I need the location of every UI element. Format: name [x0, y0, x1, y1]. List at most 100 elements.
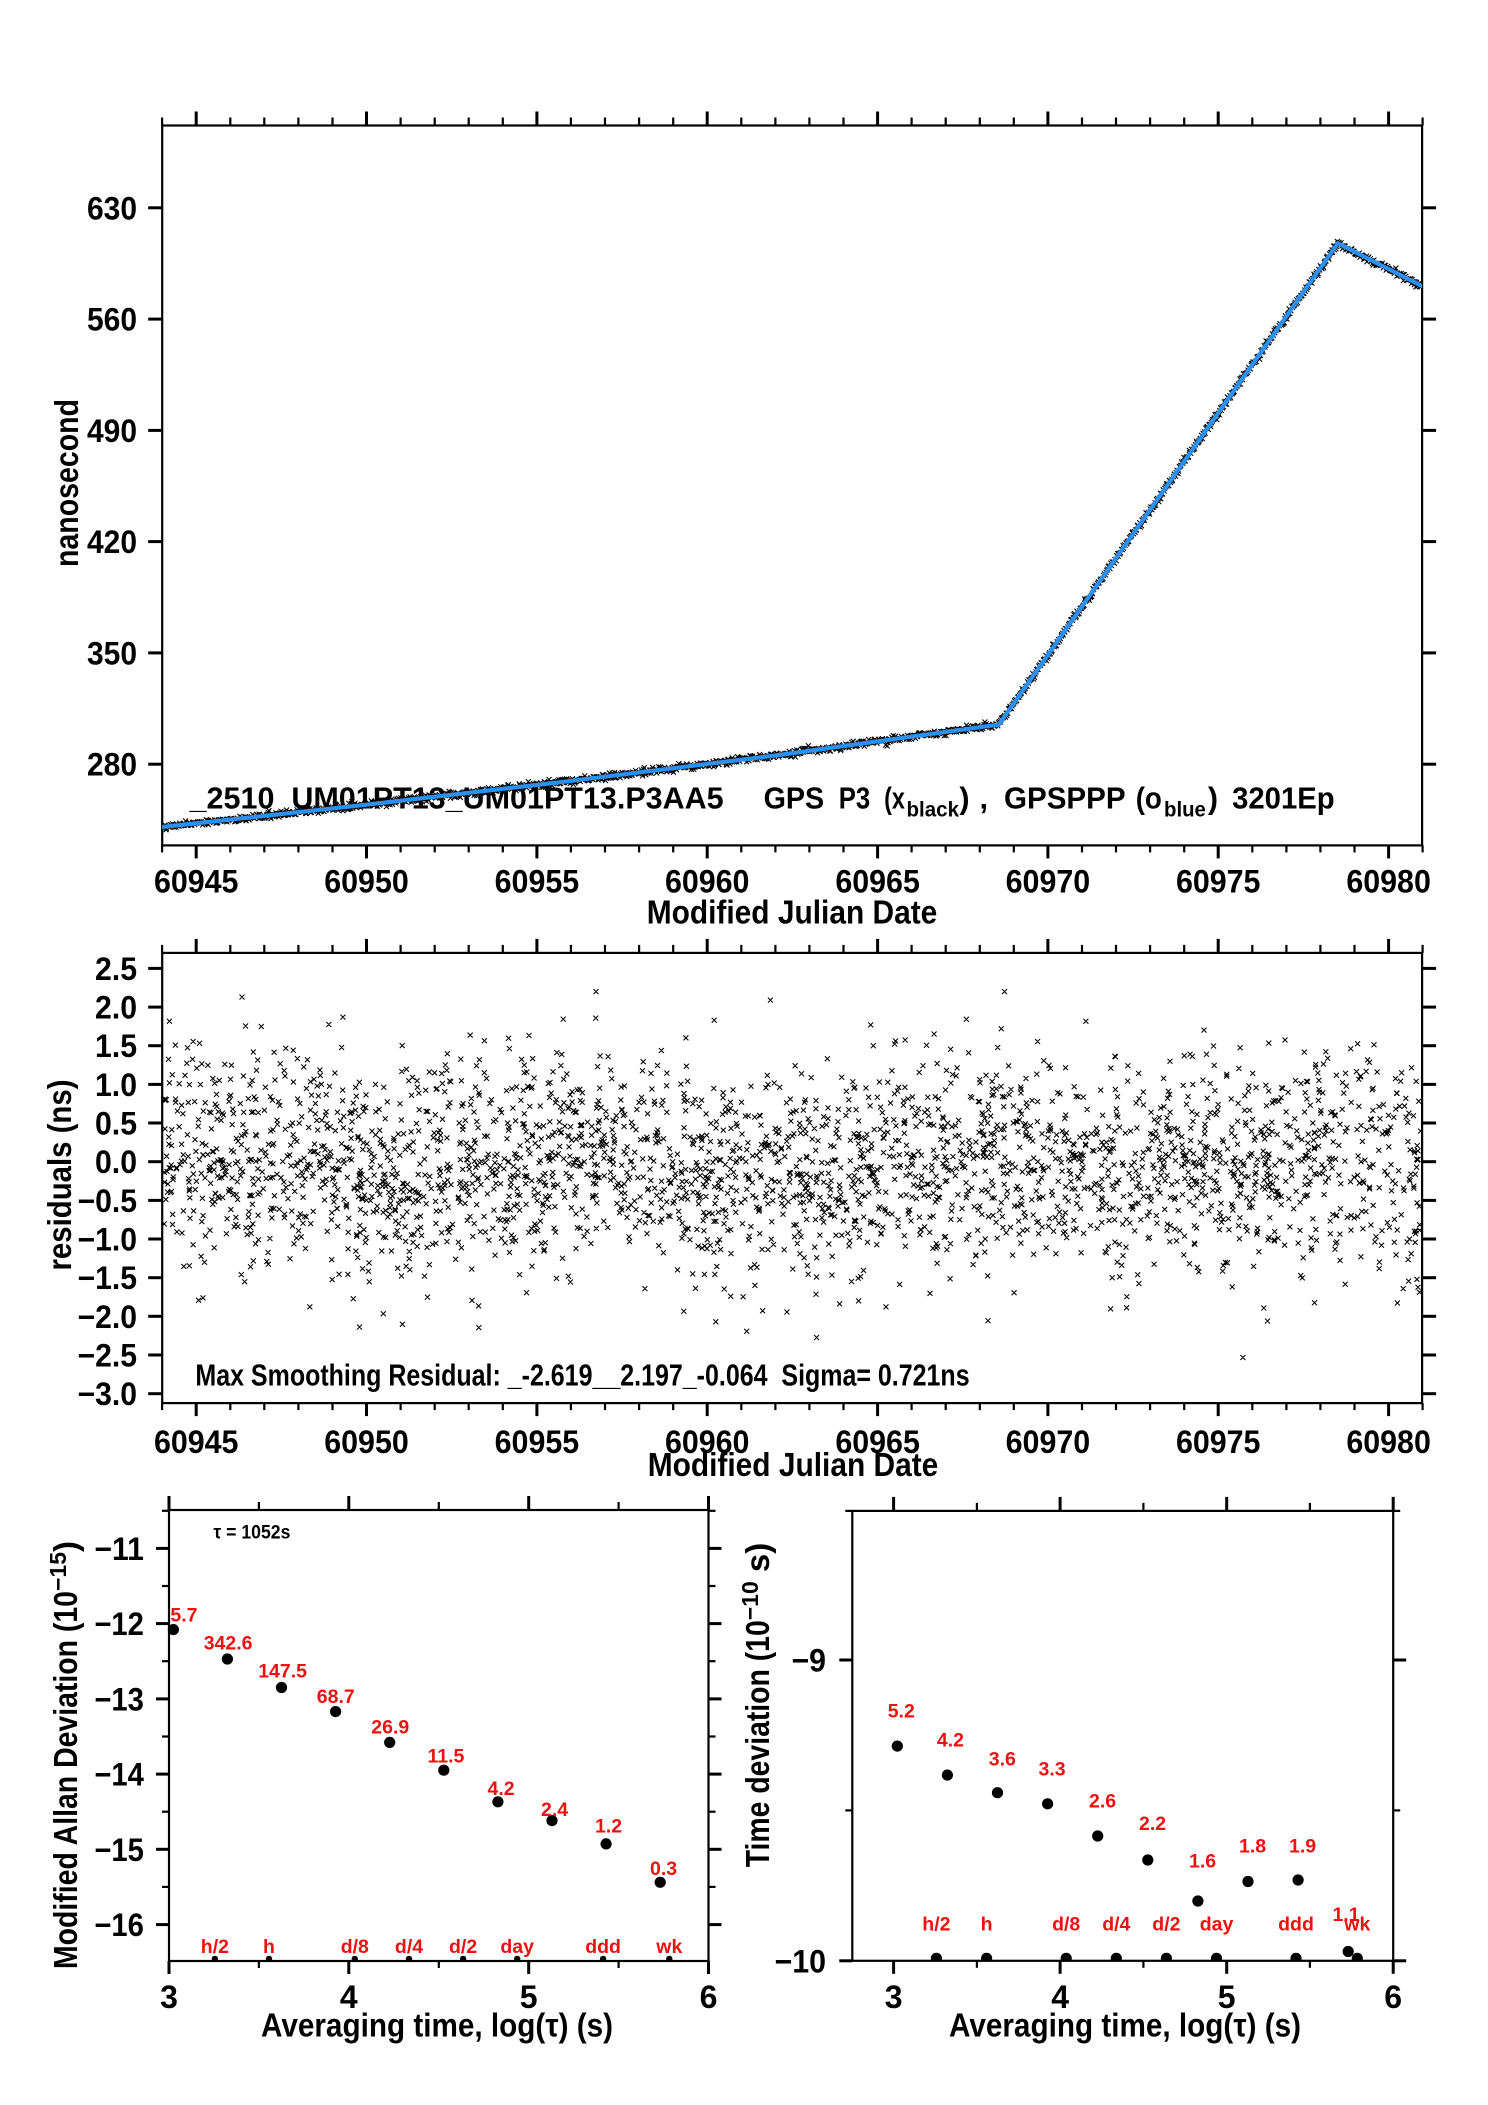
svg-text:Averaging time, log(τ) (s): Averaging time, log(τ) (s): [949, 2007, 1301, 2044]
svg-text:−3.0: −3.0: [78, 1376, 138, 1412]
svg-text:(o: (o: [1136, 782, 1162, 816]
svg-text:day: day: [500, 1936, 534, 1958]
svg-text:black: black: [907, 798, 960, 821]
svg-text:GPSPPP: GPSPPP: [1004, 782, 1126, 816]
svg-text:3201Ep: 3201Ep: [1232, 782, 1335, 816]
svg-text:60965: 60965: [835, 864, 920, 900]
svg-text:60960: 60960: [665, 864, 750, 900]
svg-text:h: h: [981, 1913, 993, 1935]
svg-text:3: 3: [885, 1979, 903, 2015]
svg-text:−14: −14: [94, 1757, 144, 1793]
svg-text:1.1: 1.1: [1332, 1904, 1359, 1926]
svg-text:Modified Julian Date: Modified Julian Date: [648, 1446, 939, 1483]
svg-text:d/2: d/2: [449, 1936, 477, 1958]
svg-text:day: day: [1200, 1913, 1234, 1935]
svg-text:d/4: d/4: [1102, 1913, 1130, 1935]
svg-text:6: 6: [1384, 1979, 1402, 2015]
svg-text:60970: 60970: [1006, 864, 1091, 900]
svg-text:Averaging time, log(τ) (s): Averaging time, log(τ) (s): [261, 2007, 613, 2044]
svg-text:h/2: h/2: [922, 1913, 950, 1935]
svg-text:−1.0: −1.0: [78, 1222, 138, 1258]
svg-text:60955: 60955: [495, 1424, 580, 1460]
svg-text:3.6: 3.6: [989, 1748, 1016, 1770]
svg-text:−2.0: −2.0: [78, 1299, 138, 1335]
svg-text:4.2: 4.2: [937, 1730, 964, 1752]
svg-text:wk: wk: [655, 1936, 682, 1958]
svg-text:1.0: 1.0: [95, 1067, 137, 1103]
svg-text:−13: −13: [94, 1681, 144, 1717]
svg-text:60950: 60950: [324, 864, 409, 900]
svg-text:60950: 60950: [324, 1424, 409, 1460]
svg-text:(x: (x: [884, 782, 905, 816]
svg-text:−11: −11: [94, 1531, 144, 1567]
svg-text:1.2: 1.2: [595, 1816, 622, 1838]
svg-text:0.3: 0.3: [650, 1858, 677, 1880]
svg-text:d/8: d/8: [341, 1936, 369, 1958]
svg-text:0.5: 0.5: [95, 1106, 137, 1142]
svg-text:1.8: 1.8: [1239, 1836, 1266, 1858]
svg-text:ddd: ddd: [585, 1936, 621, 1958]
svg-text:147.5: 147.5: [258, 1661, 307, 1683]
svg-text:6: 6: [700, 1979, 718, 2015]
svg-text:0.0: 0.0: [95, 1144, 137, 1180]
svg-text:1.6: 1.6: [1189, 1851, 1216, 1873]
svg-text:5: 5: [520, 1979, 538, 2015]
svg-text:60980: 60980: [1346, 864, 1431, 900]
svg-text:): ): [1208, 782, 1218, 816]
svg-text:,: ,: [980, 782, 988, 816]
svg-text:60945: 60945: [154, 1424, 239, 1460]
svg-text:60970: 60970: [1006, 1424, 1091, 1460]
svg-text:60945: 60945: [154, 864, 239, 900]
svg-text:−0.5: −0.5: [78, 1183, 138, 1219]
svg-text:): ): [959, 782, 969, 816]
svg-text:4.2: 4.2: [488, 1778, 515, 1800]
svg-text:5.2: 5.2: [888, 1700, 915, 1722]
svg-text:60965: 60965: [835, 1424, 920, 1460]
svg-text:−16: −16: [94, 1907, 144, 1943]
svg-text:d/4: d/4: [395, 1936, 423, 1958]
svg-text:GPS: GPS: [764, 782, 825, 816]
svg-text:Modified Allan Deviation (10−1: Modified Allan Deviation (10−15): [45, 1541, 84, 1969]
svg-text:350: 350: [87, 635, 137, 671]
svg-text:280: 280: [87, 747, 137, 783]
svg-text:490: 490: [87, 413, 137, 449]
svg-text:420: 420: [87, 524, 137, 560]
svg-text:11.5: 11.5: [428, 1746, 465, 1768]
svg-text:−9: −9: [792, 1643, 827, 1679]
svg-text:4: 4: [1051, 1979, 1069, 2015]
svg-text:−15: −15: [94, 1832, 144, 1868]
svg-text:4: 4: [340, 1979, 358, 2015]
svg-text:60955: 60955: [495, 864, 580, 900]
svg-text:2.5: 2.5: [95, 951, 137, 987]
svg-text:1.5: 1.5: [95, 1028, 137, 1064]
svg-text:60960: 60960: [665, 1424, 750, 1460]
svg-text:−1.5: −1.5: [78, 1260, 138, 1296]
svg-text:60975: 60975: [1176, 1424, 1261, 1460]
svg-text:τ = 1052s: τ = 1052s: [213, 1523, 290, 1544]
svg-text:Modified Julian Date: Modified Julian Date: [647, 893, 938, 930]
svg-text:60980: 60980: [1346, 1424, 1431, 1460]
svg-text:560: 560: [87, 302, 137, 338]
svg-text:Max Smoothing Residual: _-2.61: Max Smoothing Residual: _-2.619__2.197_-…: [195, 1358, 969, 1393]
svg-text:−12: −12: [94, 1606, 144, 1642]
svg-text:5: 5: [1218, 1979, 1236, 2015]
svg-text:5.7: 5.7: [170, 1605, 197, 1627]
svg-text:Time deviation (10−10 s): Time deviation (10−10 s): [737, 1543, 776, 1868]
svg-text:3.3: 3.3: [1039, 1758, 1066, 1780]
svg-text:h: h: [263, 1936, 275, 1958]
svg-text:60975: 60975: [1176, 864, 1261, 900]
svg-text:nanosecond: nanosecond: [48, 399, 85, 567]
svg-text:1.9: 1.9: [1289, 1836, 1316, 1858]
svg-text:−2.5: −2.5: [78, 1338, 138, 1374]
svg-text:h/2: h/2: [201, 1936, 229, 1958]
svg-text:residuals (ns): residuals (ns): [41, 1080, 78, 1271]
svg-text:d/2: d/2: [1152, 1913, 1180, 1935]
svg-text:342.6: 342.6: [204, 1633, 253, 1655]
svg-text:d/8: d/8: [1052, 1913, 1080, 1935]
svg-text:−10: −10: [775, 1943, 827, 1979]
svg-text:wk: wk: [1343, 1913, 1370, 1935]
svg-text:P3: P3: [839, 782, 871, 816]
svg-text:ddd: ddd: [1278, 1913, 1314, 1935]
svg-text:2.4: 2.4: [541, 1799, 568, 1821]
svg-text:2.0: 2.0: [95, 990, 137, 1026]
